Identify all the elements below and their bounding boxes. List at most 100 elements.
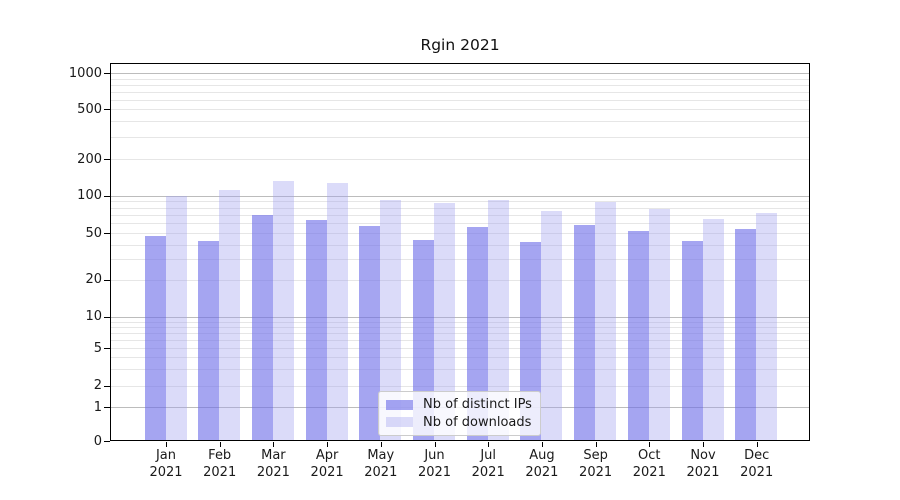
- x-tick-label-oct: Oct 2021: [632, 448, 666, 480]
- x-tick-label-aug: Aug 2021: [525, 448, 559, 480]
- y-gridline-minor-3: [110, 369, 810, 371]
- y-gridline-minor-6: [110, 339, 810, 341]
- x-tick-jul: [488, 442, 490, 447]
- chart-title: Rgin 2021: [420, 36, 500, 54]
- y-tick-20: [104, 279, 110, 281]
- bar-dec-nb-of-downloads: [756, 212, 778, 441]
- y-tick-label-5: 5: [93, 340, 102, 356]
- bar-mar-nb-of-downloads: [272, 181, 294, 441]
- bar-jan-nb-of-downloads: [165, 195, 187, 441]
- y-tick-500: [104, 109, 110, 111]
- legend-label-distinct-ips: Nb of distinct IPs: [423, 397, 532, 413]
- x-tick-jan: [166, 442, 167, 447]
- y-tick-200: [104, 159, 110, 161]
- y-tick-label-50: 50: [85, 225, 102, 241]
- y-gridline-minor-80: [110, 207, 810, 209]
- x-tick-feb: [219, 442, 221, 447]
- y-tick-label-200: 200: [77, 151, 102, 167]
- bar-sep-nb-of-distinct-ips: [574, 225, 596, 441]
- bar-dec-nb-of-distinct-ips: [735, 229, 757, 441]
- y-tick-1: [104, 407, 110, 408]
- x-tick-aug: [541, 442, 543, 447]
- x-tick-mar: [273, 442, 275, 447]
- bar-apr-nb-of-distinct-ips: [305, 219, 327, 441]
- y-gridline-minor-600: [110, 99, 810, 101]
- y-tick-10: [104, 316, 110, 318]
- bar-may-nb-of-downloads: [380, 200, 402, 441]
- legend-swatch-distinct-ips: [386, 399, 413, 410]
- y-gridline-minor-2: [110, 385, 810, 387]
- y-gridline-minor-8: [110, 326, 810, 328]
- y-gridline-minor-200: [110, 159, 810, 161]
- bar-nov-nb-of-distinct-ips: [681, 240, 703, 441]
- y-gridline-minor-70: [110, 215, 810, 217]
- bar-oct-nb-of-distinct-ips: [627, 231, 649, 441]
- x-tick-label-sep: Sep 2021: [579, 448, 613, 480]
- y-gridline-minor-700: [110, 91, 810, 93]
- y-gridline-minor-20: [110, 279, 810, 281]
- x-tick-label-may: May 2021: [364, 448, 398, 480]
- y-gridline-minor-400: [110, 121, 810, 123]
- y-tick-label-2: 2: [93, 378, 102, 393]
- y-gridline-minor-30: [110, 259, 810, 261]
- y-gridline-minor-9: [110, 321, 810, 323]
- x-tick-label-jul: Jul 2021: [471, 448, 505, 480]
- y-tick-0: [104, 441, 110, 442]
- y-tick-label-1000: 1000: [68, 65, 102, 81]
- y-tick-label-0: 0: [93, 433, 102, 449]
- x-tick-label-feb: Feb 2021: [203, 448, 237, 480]
- bar-jul-nb-of-distinct-ips: [466, 227, 488, 441]
- y-gridline-major-1000: [110, 73, 810, 75]
- bar-jun-nb-of-downloads: [434, 203, 455, 441]
- y-tick-50: [104, 233, 110, 235]
- y-tick-2: [104, 385, 110, 387]
- legend-label-downloads: Nb of downloads: [423, 414, 532, 430]
- y-gridline-minor-500: [110, 109, 810, 111]
- x-tick-label-mar: Mar 2021: [256, 448, 290, 480]
- bar-aug-nb-of-downloads: [541, 210, 563, 441]
- y-gridline-major-10: [110, 316, 810, 318]
- x-tick-jun: [434, 442, 436, 447]
- y-tick-label-20: 20: [85, 272, 102, 287]
- y-tick-5: [104, 348, 110, 350]
- y-tick-label-10: 10: [85, 309, 102, 325]
- y-gridline-minor-50: [110, 233, 810, 235]
- y-gridline-minor-4: [110, 357, 810, 359]
- x-tick-nov: [703, 442, 704, 447]
- x-tick-label-jun: Jun 2021: [417, 448, 452, 480]
- bar-jun-nb-of-distinct-ips: [413, 239, 434, 441]
- y-gridline-minor-300: [110, 137, 810, 139]
- legend-entry-distinct-ips: Nb of distinct IPs: [386, 396, 534, 413]
- y-tick-1000: [104, 73, 110, 75]
- y-gridline-minor-90: [110, 201, 810, 203]
- y-gridline-minor-800: [110, 84, 810, 86]
- bar-may-nb-of-distinct-ips: [359, 226, 381, 441]
- x-tick-label-jan: Jan 2021: [149, 448, 183, 480]
- y-gridline-major-100: [110, 195, 810, 197]
- bar-feb-nb-of-downloads: [219, 189, 241, 441]
- bar-jul-nb-of-downloads: [487, 199, 509, 441]
- x-tick-may: [380, 442, 382, 447]
- x-tick-label-apr: Apr 2021: [310, 448, 344, 480]
- y-gridline-minor-900: [110, 78, 810, 80]
- y-tick-label-500: 500: [77, 101, 102, 117]
- x-tick-sep: [595, 442, 597, 447]
- bar-oct-nb-of-downloads: [648, 209, 670, 441]
- bar-nov-nb-of-downloads: [702, 219, 724, 441]
- bar-jan-nb-of-distinct-ips: [144, 236, 166, 441]
- bar-sep-nb-of-downloads: [595, 202, 617, 441]
- bar-mar-nb-of-distinct-ips: [251, 215, 273, 441]
- y-tick-label-100: 100: [77, 188, 102, 204]
- y-gridline-minor-7: [110, 332, 810, 334]
- legend-entry-downloads: Nb of downloads: [386, 414, 534, 431]
- x-tick-label-dec: Dec 2021: [740, 448, 774, 480]
- x-tick-dec: [756, 442, 758, 447]
- y-gridline-minor-40: [110, 244, 810, 246]
- y-gridline-minor-5: [110, 348, 810, 350]
- y-tick-100: [104, 195, 110, 197]
- y-gridline-minor-60: [110, 223, 810, 225]
- y-tick-label-1: 1: [93, 399, 102, 415]
- x-tick-label-nov: Nov 2021: [686, 448, 720, 480]
- legend-swatch-downloads: [386, 417, 413, 428]
